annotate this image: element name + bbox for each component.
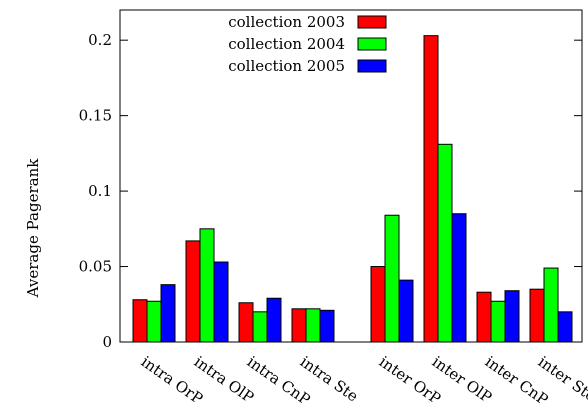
bar	[370, 266, 386, 343]
bar	[252, 311, 268, 343]
bar	[490, 300, 506, 343]
bar	[398, 279, 414, 343]
bar	[238, 302, 254, 343]
bar	[423, 35, 439, 343]
bar	[557, 311, 573, 343]
bar	[319, 309, 335, 343]
y-tick-label: 0.2	[88, 31, 112, 49]
bar	[543, 267, 559, 343]
bar	[291, 308, 307, 343]
legend-swatch	[357, 15, 387, 29]
bar	[213, 261, 229, 343]
legend-swatch	[357, 37, 387, 51]
bar	[132, 299, 148, 343]
bars	[132, 35, 573, 343]
y-tick-label: 0.15	[79, 107, 112, 125]
bar	[266, 297, 282, 343]
bar	[476, 291, 492, 343]
bar	[437, 143, 453, 343]
y-axis: 0 0.05 0.1 0.15 0.2	[79, 31, 582, 351]
bar	[199, 228, 215, 343]
bar	[160, 284, 176, 343]
legend-entry-label: collection 2005	[228, 57, 345, 75]
y-tick-label: 0.1	[88, 182, 112, 200]
bar	[185, 240, 201, 343]
bar	[384, 214, 400, 343]
plot-border	[119, 9, 583, 343]
plot-frame	[119, 9, 583, 343]
bar	[146, 300, 162, 343]
bar	[305, 308, 321, 343]
bar	[529, 288, 545, 343]
y-tick-label: 0	[102, 333, 112, 351]
legend: collection 2003 collection 2004 collection…	[228, 13, 387, 75]
legend-entry-label: collection 2004	[228, 35, 345, 53]
y-tick-label: 0.05	[79, 258, 112, 276]
legend-swatch	[357, 59, 387, 73]
bar	[504, 290, 520, 343]
legend-entry-label: collection 2003	[228, 13, 345, 31]
bar	[451, 213, 467, 343]
y-axis-title: Average Pagerank	[24, 158, 42, 299]
